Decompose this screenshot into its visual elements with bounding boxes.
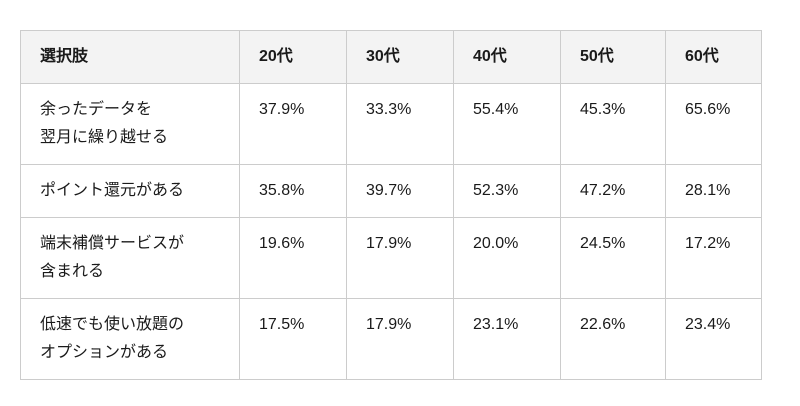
value-cell: 37.9% <box>239 83 347 165</box>
value-cell: 55.4% <box>453 83 561 165</box>
value-cell: 23.4% <box>665 298 762 380</box>
row-label-line: 低速でも使い放題の <box>40 316 185 333</box>
row-label-cell: 端末補償サービスが 含まれる <box>20 217 240 299</box>
value-cell: 65.6% <box>665 83 762 165</box>
table-body: 余ったデータを 翌月に繰り越せる 37.9% 33.3% 55.4% 45.3% 65.6%… <box>20 83 762 380</box>
header-cell-choices: 選択肢 <box>20 30 240 84</box>
row-label-cell: ポイント還元がある <box>20 164 240 218</box>
row-label-line: オプションがある <box>40 344 169 361</box>
value-cell: 35.8% <box>239 164 347 218</box>
row-label-cell: 低速でも使い放題の オプションがある <box>20 298 240 380</box>
value-cell: 24.5% <box>560 217 666 299</box>
value-cell: 20.0% <box>453 217 561 299</box>
row-label-cell: 余ったデータを 翌月に繰り越せる <box>20 83 240 165</box>
value-cell: 52.3% <box>453 164 561 218</box>
value-cell: 17.9% <box>346 298 454 380</box>
table-header: 選択肢 20代 30代 40代 50代 60代 <box>20 30 762 84</box>
header-cell-60s: 60代 <box>665 30 762 84</box>
value-cell: 22.6% <box>560 298 666 380</box>
value-cell: 28.1% <box>665 164 762 218</box>
value-cell: 17.9% <box>346 217 454 299</box>
row-label-line: 含まれる <box>40 263 105 280</box>
value-cell: 23.1% <box>453 298 561 380</box>
header-cell-20s: 20代 <box>239 30 347 84</box>
table-row: 余ったデータを 翌月に繰り越せる 37.9% 33.3% 55.4% 45.3% 65.6% <box>20 83 762 165</box>
table-row: 端末補償サービスが 含まれる 19.6% 17.9% 20.0% 24.5% 17.2% <box>20 217 762 299</box>
value-cell: 19.6% <box>239 217 347 299</box>
header-cell-40s: 40代 <box>453 30 561 84</box>
value-cell: 39.7% <box>346 164 454 218</box>
value-cell: 17.5% <box>239 298 347 380</box>
row-label-line: 余ったデータを <box>40 101 153 118</box>
header-cell-30s: 30代 <box>346 30 454 84</box>
survey-table: 選択肢 20代 30代 40代 50代 60代 余ったデータを 翌月に繰り越せる 37.9% 3… <box>20 30 762 380</box>
row-label-line: 端末補償サービスが <box>40 235 185 252</box>
value-cell: 47.2% <box>560 164 666 218</box>
table-row: 低速でも使い放題の オプションがある 17.5% 17.9% 23.1% 22.6% 23.… <box>20 298 762 380</box>
table-row: ポイント還元がある 35.8% 39.7% 52.3% 47.2% 28.1% <box>20 164 762 218</box>
value-cell: 45.3% <box>560 83 666 165</box>
value-cell: 33.3% <box>346 83 454 165</box>
header-cell-50s: 50代 <box>560 30 666 84</box>
header-row: 選択肢 20代 30代 40代 50代 60代 <box>20 30 762 84</box>
value-cell: 17.2% <box>665 217 762 299</box>
row-label-line: ポイント還元がある <box>40 182 185 199</box>
row-label-line: 翌月に繰り越せる <box>40 129 169 146</box>
